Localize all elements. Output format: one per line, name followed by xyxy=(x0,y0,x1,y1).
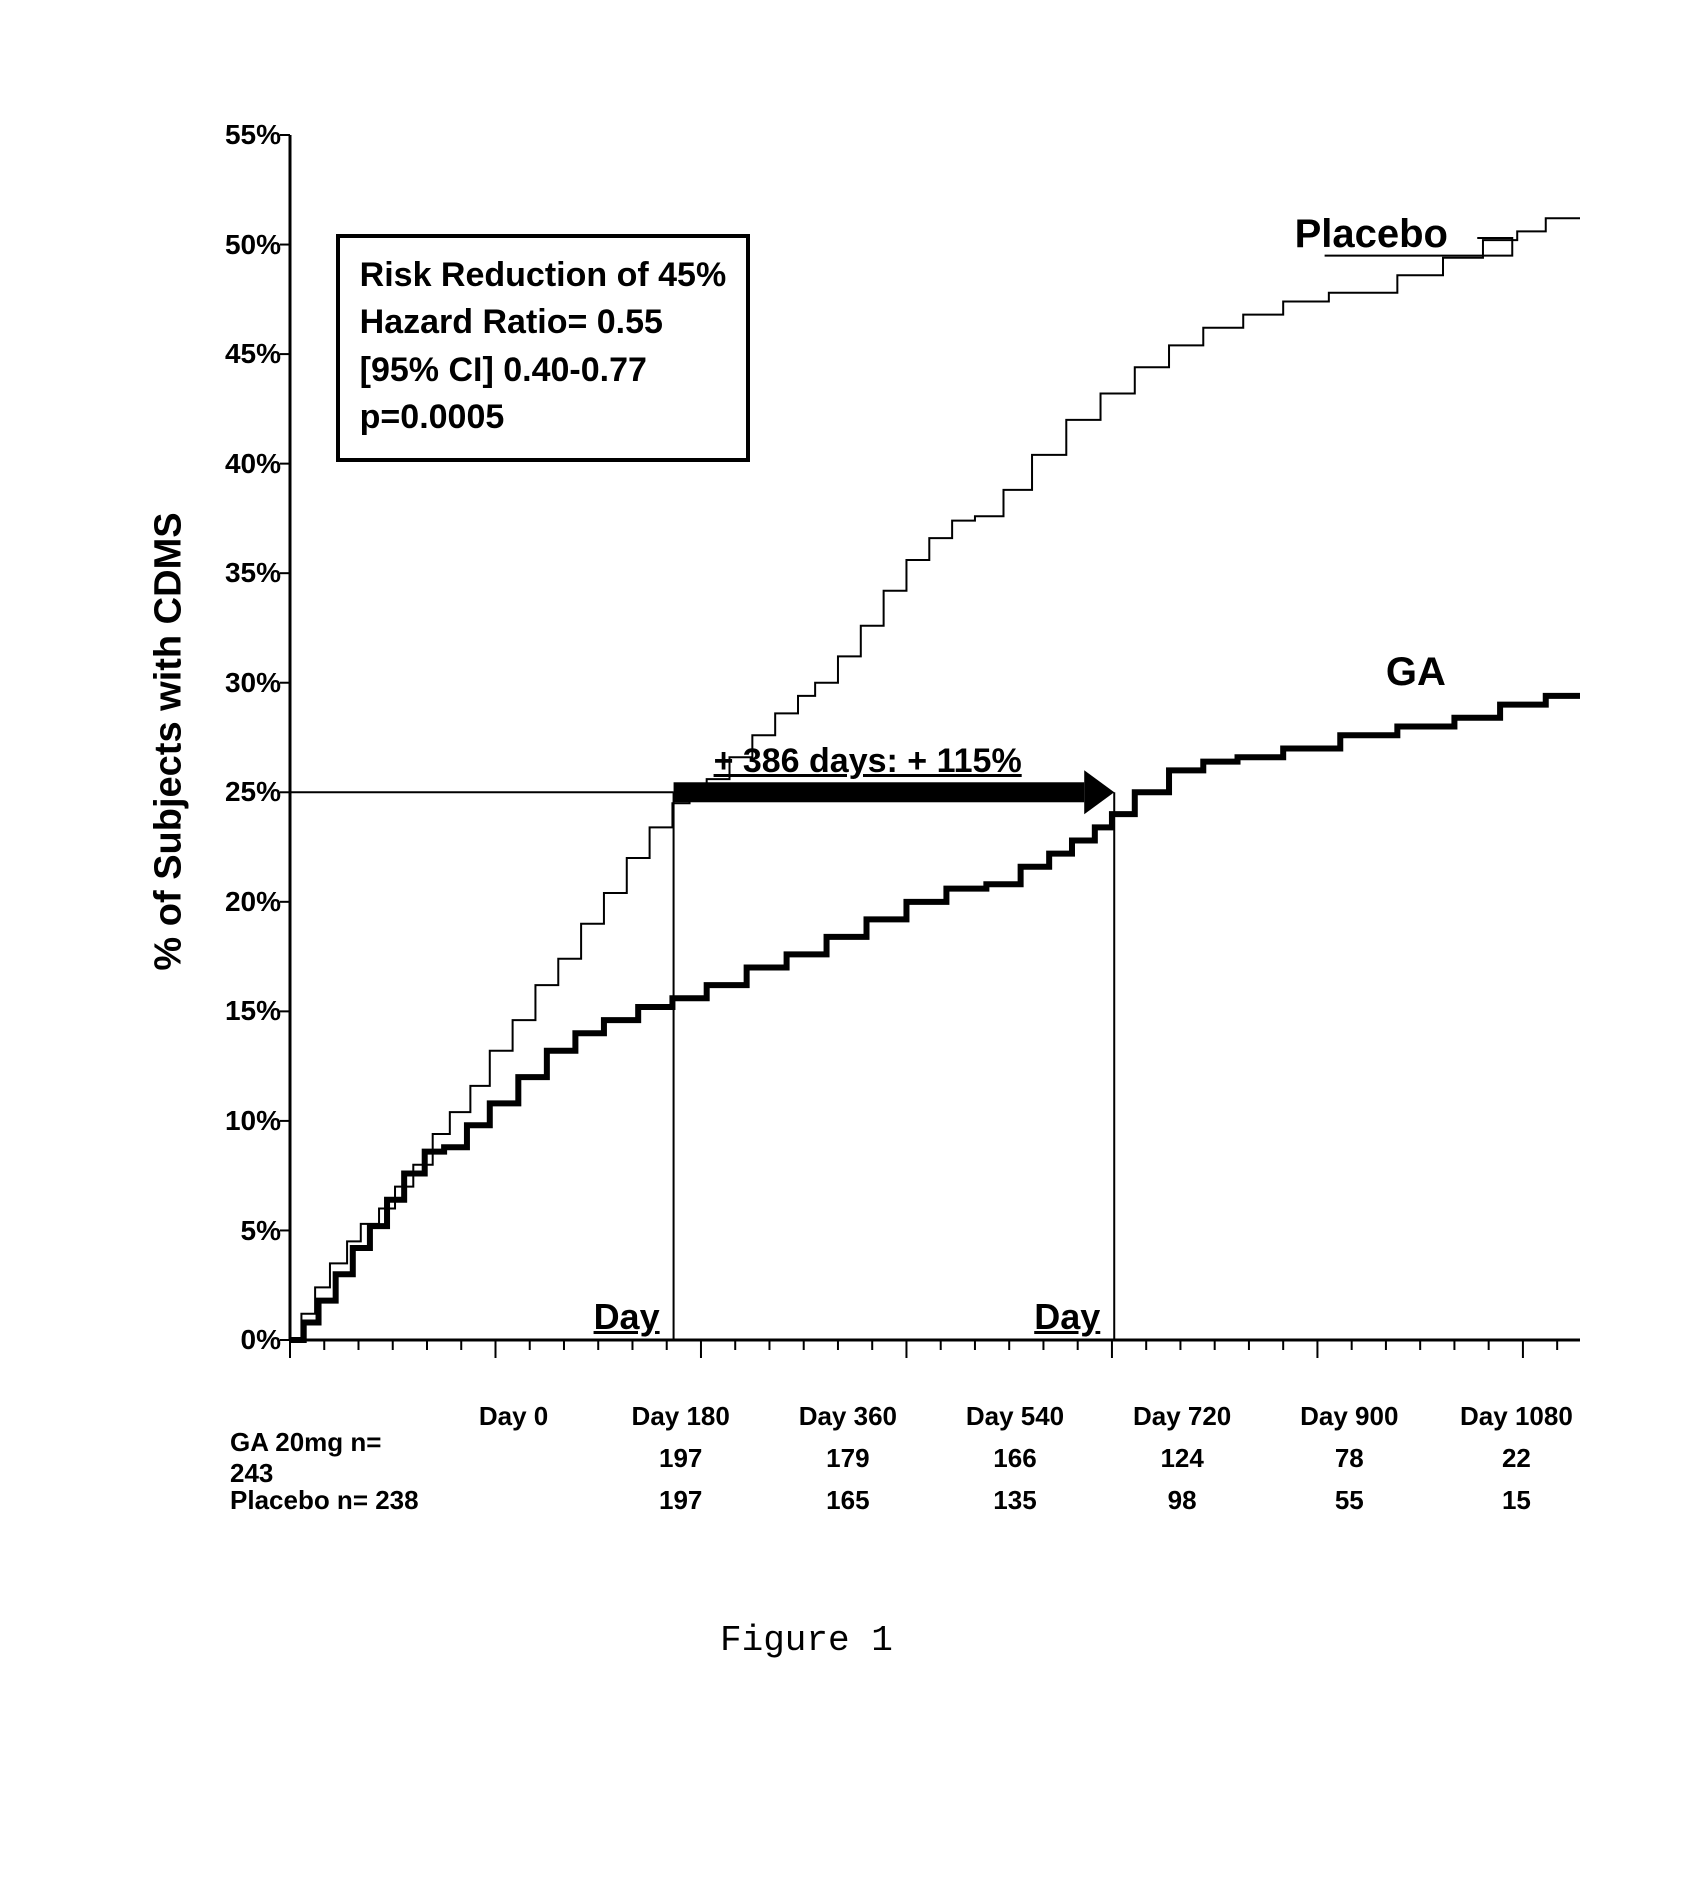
y-tick-5: 5% xyxy=(241,1215,281,1247)
pl-n-1080: 15 xyxy=(1433,1485,1600,1516)
risk-table-row-ga: GA 20mg n= 243 197 179 166 124 78 22 xyxy=(220,1437,1600,1479)
x-tick-day540: Day 540 xyxy=(931,1401,1098,1432)
info-line-1: Risk Reduction of 45% xyxy=(360,252,727,300)
page: % of Subjects with CDMS 0% 5% 10% 15% 20… xyxy=(0,0,1686,1889)
series-label-ga: GA xyxy=(1386,650,1446,695)
ga-n-180: 197 xyxy=(597,1443,764,1474)
ga-n-1080: 22 xyxy=(1433,1443,1600,1474)
y-tick-45: 45% xyxy=(225,338,281,370)
ga-n-360: 179 xyxy=(764,1443,931,1474)
pl-n-180: 197 xyxy=(597,1485,764,1516)
risk-row-label-ga: GA 20mg n= 243 xyxy=(220,1427,430,1489)
risk-row-label-placebo: Placebo n= 238 xyxy=(220,1485,430,1516)
stats-info-box: Risk Reduction of 45% Hazard Ratio= 0.55… xyxy=(336,234,751,462)
day-annotation-ga: Day xyxy=(1034,1296,1100,1338)
ga-n-540: 166 xyxy=(931,1443,1098,1474)
x-tick-day360: Day 360 xyxy=(764,1401,931,1432)
y-tick-15: 15% xyxy=(225,995,281,1027)
y-tick-55: 55% xyxy=(225,119,281,151)
series-label-placebo: Placebo xyxy=(1295,212,1448,257)
x-tick-day720: Day 720 xyxy=(1099,1401,1266,1432)
x-tick-day0: Day 0 xyxy=(430,1401,597,1432)
reference-25-construction xyxy=(290,792,1114,1340)
arrow-annotation-text: + 386 days: + 115% xyxy=(714,742,1022,781)
figure-caption: Figure 1 xyxy=(720,1620,893,1661)
x-tick-day900: Day 900 xyxy=(1266,1401,1433,1432)
x-tick-marks xyxy=(290,1340,1557,1358)
risk-table-row-placebo: Placebo n= 238 197 165 135 98 55 15 xyxy=(220,1479,1600,1521)
y-tick-35: 35% xyxy=(225,557,281,589)
y-tick-25: 25% xyxy=(225,776,281,808)
y-tick-40: 40% xyxy=(225,448,281,480)
y-tick-50: 50% xyxy=(225,229,281,261)
y-tick-0: 0% xyxy=(241,1324,281,1356)
info-line-4: p=0.0005 xyxy=(360,394,727,442)
pl-n-900: 55 xyxy=(1266,1485,1433,1516)
x-tick-day180: Day 180 xyxy=(597,1401,764,1432)
pl-n-720: 98 xyxy=(1099,1485,1266,1516)
pl-n-540: 135 xyxy=(931,1485,1098,1516)
pl-n-360: 165 xyxy=(764,1485,931,1516)
day-annotation-placebo: Day xyxy=(594,1296,660,1338)
x-tick-day1080: Day 1080 xyxy=(1433,1401,1600,1432)
ga-n-900: 78 xyxy=(1266,1443,1433,1474)
info-line-3: [95% CI] 0.40-0.77 xyxy=(360,347,727,395)
info-line-2: Hazard Ratio= 0.55 xyxy=(360,299,727,347)
ga-n-720: 124 xyxy=(1099,1443,1266,1474)
risk-table: Day 0 Day 180 Day 360 Day 540 Day 720 Da… xyxy=(220,1395,1600,1521)
y-tick-10: 10% xyxy=(225,1105,281,1137)
y-tick-30: 30% xyxy=(225,667,281,699)
y-tick-20: 20% xyxy=(225,886,281,918)
y-axis-label: % of Subjects with CDMS xyxy=(148,512,191,970)
plot-area: Risk Reduction of 45% Hazard Ratio= 0.55… xyxy=(290,135,1580,1340)
